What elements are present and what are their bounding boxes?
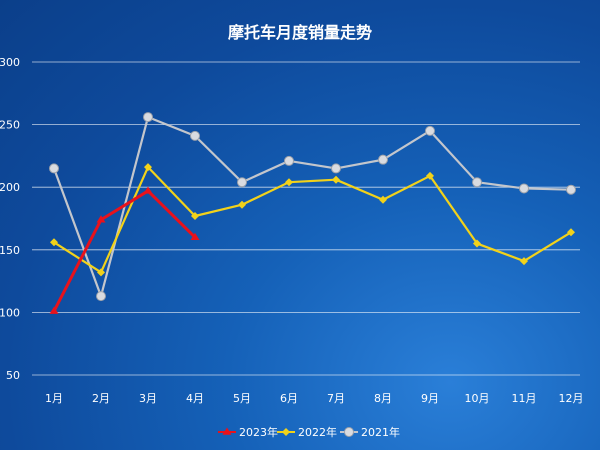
- data-point: [378, 154, 388, 165]
- x-tick-label: 1月: [45, 392, 63, 405]
- grid: [32, 61, 580, 376]
- data-point: [143, 112, 153, 123]
- data-point: [425, 125, 435, 136]
- data-point: [332, 175, 340, 184]
- legend: 2023年 2022年 2021年: [218, 425, 400, 439]
- x-tick-label: 4月: [186, 392, 204, 405]
- x-tick-label: 12月: [559, 392, 584, 405]
- data-point: [331, 163, 341, 174]
- data-point: [379, 195, 387, 204]
- series-line: [52, 115, 572, 298]
- y-tick-label: 100: [0, 306, 20, 319]
- legend-label: 2022年: [298, 425, 337, 439]
- y-tick-label: 200: [0, 181, 20, 194]
- data-point: [472, 177, 482, 188]
- data-point: [519, 183, 529, 194]
- x-tick-label: 3月: [139, 392, 157, 405]
- series-line: [53, 166, 572, 274]
- series-group: [49, 112, 576, 314]
- data-point: [285, 178, 293, 187]
- x-tick-label: 10月: [465, 392, 490, 405]
- series-2022年: [50, 163, 575, 277]
- legend-label: 2023年: [239, 425, 278, 439]
- data-point: [222, 427, 232, 435]
- x-tick-label: 9月: [421, 392, 439, 405]
- x-tick-label: 8月: [374, 392, 392, 405]
- data-point: [190, 232, 200, 240]
- series-2021年: [49, 112, 576, 302]
- axes: 50 100 150 200 250 300 1月 2月 3月 4月 5月 6月 7月 8月 9月 10月 11…: [0, 56, 584, 405]
- data-point: [566, 184, 576, 195]
- data-point: [50, 238, 58, 247]
- x-tick-label: 2月: [92, 392, 110, 405]
- y-tick-label: 250: [0, 119, 20, 132]
- data-point: [344, 427, 354, 437]
- data-point: [96, 215, 106, 223]
- data-point: [237, 177, 247, 188]
- data-point: [143, 186, 153, 194]
- legend-item: 2022年: [277, 425, 337, 439]
- data-point: [282, 428, 290, 436]
- y-tick-label: 150: [0, 244, 20, 257]
- chart-title: 摩托车月度销量走势: [228, 23, 372, 42]
- data-point: [284, 155, 294, 166]
- data-point: [190, 130, 200, 141]
- data-point: [97, 268, 105, 277]
- data-point: [567, 228, 575, 237]
- x-tick-label: 5月: [233, 392, 251, 405]
- data-point: [49, 163, 59, 174]
- data-point: [49, 306, 59, 314]
- data-point: [238, 200, 246, 209]
- y-tick-label: 300: [0, 56, 20, 69]
- data-point: [191, 211, 199, 220]
- data-point: [144, 163, 152, 172]
- series-line: [52, 189, 197, 312]
- data-point: [520, 257, 528, 266]
- x-tick-label: 7月: [327, 392, 345, 405]
- x-tick-label: 11月: [512, 392, 537, 405]
- legend-item: 2023年: [218, 425, 278, 439]
- x-tick-label: 6月: [280, 392, 298, 405]
- legend-item: 2021年: [340, 425, 400, 439]
- y-tick-label: 50: [6, 369, 20, 382]
- legend-label: 2021年: [361, 425, 400, 439]
- data-point: [96, 291, 106, 302]
- series-2023年: [49, 186, 200, 314]
- data-point: [426, 171, 434, 180]
- data-point: [473, 239, 481, 248]
